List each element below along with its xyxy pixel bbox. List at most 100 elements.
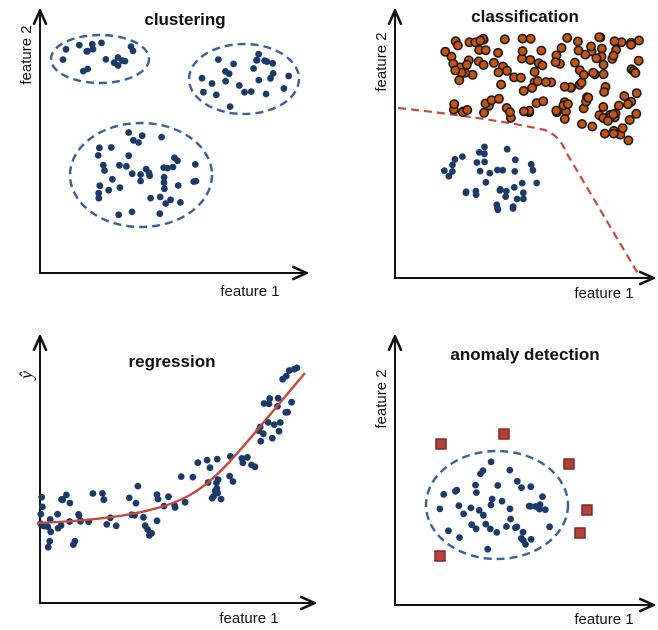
class-b-point (445, 172, 453, 180)
cluster-point (177, 199, 184, 206)
normal-point (527, 535, 535, 543)
cluster-point (135, 139, 142, 146)
class-a-point (587, 121, 598, 132)
regression-point (211, 487, 219, 495)
cluster-point (137, 177, 145, 185)
regression-point (58, 495, 66, 503)
cluster-point (94, 152, 102, 159)
normal-point (467, 504, 475, 512)
clustering-xlabel: feature 1 (220, 283, 279, 300)
class-a-point (493, 47, 504, 58)
clustering-title: clustering (144, 10, 225, 29)
normal-point (436, 505, 444, 513)
class-a-point (599, 128, 610, 139)
class-a-point (550, 57, 561, 68)
regression-point (257, 437, 265, 445)
normal-point (506, 505, 514, 513)
regression-point (66, 499, 74, 507)
class-a-point (449, 99, 460, 110)
class-a-point (559, 81, 570, 92)
normal-point (539, 493, 546, 500)
cluster-point (269, 59, 277, 67)
normal-points (436, 458, 553, 553)
normal-point (480, 511, 487, 519)
cluster-point (83, 48, 91, 55)
class-a-point (617, 123, 628, 134)
regression-point (103, 521, 111, 528)
cluster-point (137, 171, 145, 178)
class-a-point (475, 35, 486, 46)
cluster-point (160, 179, 168, 186)
cluster-point (116, 161, 123, 169)
classification-axes (395, 12, 652, 278)
class-a-point (499, 34, 510, 45)
class-a-point (608, 128, 619, 139)
normal-point (494, 482, 502, 489)
class-a-point (493, 67, 504, 78)
class-a-point (532, 76, 543, 87)
panel-classification: classification feature 2 feature 1 (373, 7, 652, 302)
regression-point (47, 528, 55, 536)
cluster-point (174, 157, 181, 165)
regression-point (274, 394, 282, 402)
regression-point (38, 493, 46, 501)
anomaly-ylabel: feature 2 (373, 369, 390, 428)
cluster-point (116, 184, 124, 192)
class-a-point (517, 46, 528, 57)
cluster-point (261, 57, 268, 65)
class-b-points (440, 143, 541, 214)
normal-point (526, 502, 534, 510)
anomaly-point (434, 550, 446, 562)
normal-point (506, 466, 514, 474)
regression-point (46, 537, 54, 545)
regression-point (226, 472, 234, 480)
cluster-point (84, 65, 92, 73)
cluster-point (129, 47, 137, 55)
anomaly-title: anomaly detection (450, 345, 599, 364)
class-a-point (599, 87, 610, 98)
class-a-point (454, 75, 465, 86)
class-b-point (449, 161, 456, 169)
class-a-point (493, 93, 504, 104)
regression-point (279, 375, 287, 383)
clustering-points (59, 39, 293, 219)
normal-point (473, 489, 480, 496)
cluster-point (198, 74, 206, 82)
regression-point (213, 479, 220, 487)
class-a-point (529, 66, 540, 77)
cluster-point (230, 60, 238, 68)
class-a-point (525, 33, 536, 44)
normal-point (453, 486, 461, 494)
cluster-point (59, 56, 67, 63)
regression-point (293, 364, 301, 372)
cluster-point (241, 88, 248, 96)
regression-point (37, 510, 45, 518)
anomaly-point (574, 527, 586, 539)
normal-point (487, 501, 495, 509)
class-a-point (586, 41, 597, 52)
cluster-point (142, 165, 150, 173)
class-b-point (533, 179, 541, 187)
class-b-point (459, 153, 466, 161)
regression-point (260, 400, 268, 407)
cluster-point (208, 80, 216, 87)
anomaly-point (498, 428, 510, 440)
class-b-point (502, 193, 510, 201)
regression-point (285, 367, 293, 374)
normal-point (440, 490, 448, 498)
class-a-point (591, 53, 602, 64)
class-a-point (572, 36, 583, 47)
class-a-point (598, 102, 609, 113)
regression-point (71, 537, 79, 545)
normal-point (541, 506, 549, 514)
class-a-point (551, 105, 562, 116)
cluster-point (99, 161, 107, 169)
cluster-point (212, 91, 220, 99)
class-b-point (511, 168, 519, 175)
class-b-point (527, 160, 535, 168)
normal-point (507, 515, 514, 523)
anomaly-xlabel: feature 1 (574, 611, 633, 628)
regression-title: regression (129, 352, 216, 371)
cluster-ellipse-right (187, 42, 301, 116)
normal-point (487, 458, 495, 466)
